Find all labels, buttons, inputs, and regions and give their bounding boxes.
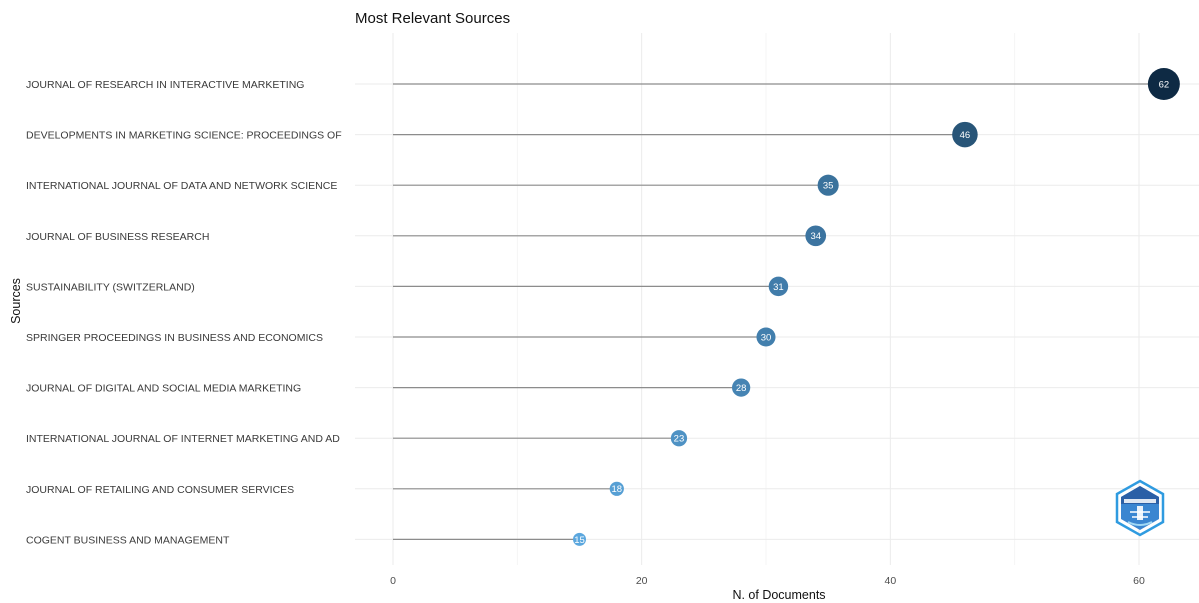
lollipop-dot [609, 481, 624, 496]
y-tick-label: COGENT BUSINESS AND MANAGEMENT [26, 534, 230, 546]
y-tick-label: SPRINGER PROCEEDINGS IN BUSINESS AND ECO… [26, 332, 323, 344]
x-tick-label: 40 [884, 575, 896, 587]
x-tick-label: 0 [390, 575, 396, 587]
dot-value-label: 15 [574, 535, 585, 546]
dot-value-label: 23 [674, 434, 685, 445]
lollipop-dot [1147, 68, 1180, 100]
y-tick-label: INTERNATIONAL JOURNAL OF DATA AND NETWOR… [26, 180, 337, 192]
chart-title: Most Relevant Sources [355, 10, 510, 27]
y-tick-label: JOURNAL OF BUSINESS RESEARCH [26, 231, 209, 243]
dot-value-label: 30 [761, 332, 772, 343]
lollipop-dot [756, 327, 776, 347]
y-axis-title: Sources [9, 278, 23, 324]
x-axis-title: N. of Documents [732, 588, 825, 602]
lollipop-dot [805, 225, 827, 247]
bibliometrix-logo-icon [1115, 479, 1165, 537]
dot-value-label: 31 [773, 282, 784, 293]
y-tick-label: JOURNAL OF RESEARCH IN INTERACTIVE MARKE… [26, 79, 304, 91]
y-tick-label: JOURNAL OF RETAILING AND CONSUMER SERVIC… [26, 484, 294, 496]
y-tick-labels: JOURNAL OF RESEARCH IN INTERACTIVE MARKE… [26, 79, 342, 546]
y-tick-label: JOURNAL OF DIGITAL AND SOCIAL MEDIA MARK… [26, 383, 301, 395]
dot-value-label: 46 [960, 130, 971, 141]
stems [393, 83, 1164, 541]
lollipop-dot [768, 276, 789, 297]
grid [355, 33, 1199, 565]
dot-value-label: 18 [612, 484, 623, 495]
y-tick-label: SUSTAINABILITY (SWITZERLAND) [26, 281, 195, 293]
dot-value-label: 62 [1159, 79, 1170, 90]
x-tick-label: 20 [636, 575, 648, 587]
lollipop-dot [573, 532, 586, 546]
lollipop-dot [670, 430, 688, 447]
dot-value-label: 28 [736, 383, 747, 394]
lollipop-dot [952, 121, 978, 148]
dot-value-label: 34 [810, 231, 821, 242]
dot-value-label: 35 [823, 181, 834, 192]
y-tick-label: INTERNATIONAL JOURNAL OF INTERNET MARKET… [26, 433, 340, 445]
lollipop-dot [732, 378, 751, 397]
y-tick-label: DEVELOPMENTS IN MARKETING SCIENCE: PROCE… [26, 130, 342, 142]
lollipop-dot [817, 174, 839, 196]
dots: 62 46 35 34 31 30 28 23 18 15 [573, 68, 1180, 546]
x-tick-labels: 0 20 40 60 [390, 575, 1145, 587]
x-tick-label: 60 [1133, 575, 1145, 587]
